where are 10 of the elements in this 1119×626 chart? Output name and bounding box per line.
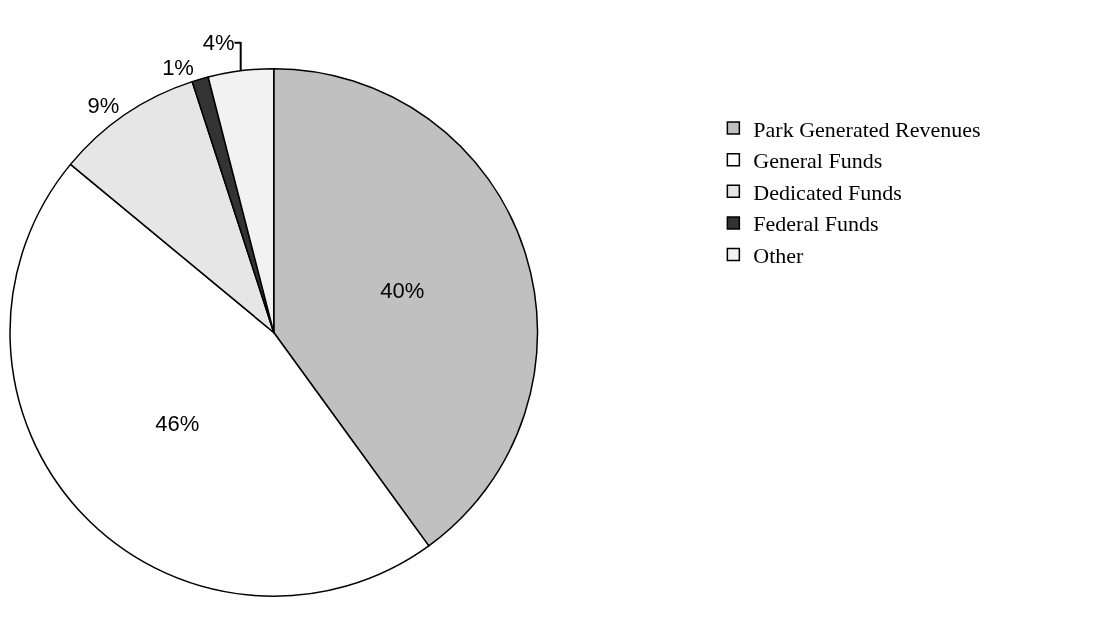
data-label: 46% <box>155 410 200 436</box>
data-label: 40% <box>380 278 425 304</box>
legend-label: Other <box>753 243 805 269</box>
legend-label: General Funds <box>753 148 883 174</box>
legend-label: Park Generated Revenues <box>753 116 981 142</box>
data-label: 1% <box>162 55 194 81</box>
data-label: 4% <box>202 30 235 56</box>
data-label: 9% <box>87 93 120 119</box>
legend-label: Dedicated Funds <box>753 179 902 205</box>
legend-label: Federal Funds <box>753 211 879 237</box>
